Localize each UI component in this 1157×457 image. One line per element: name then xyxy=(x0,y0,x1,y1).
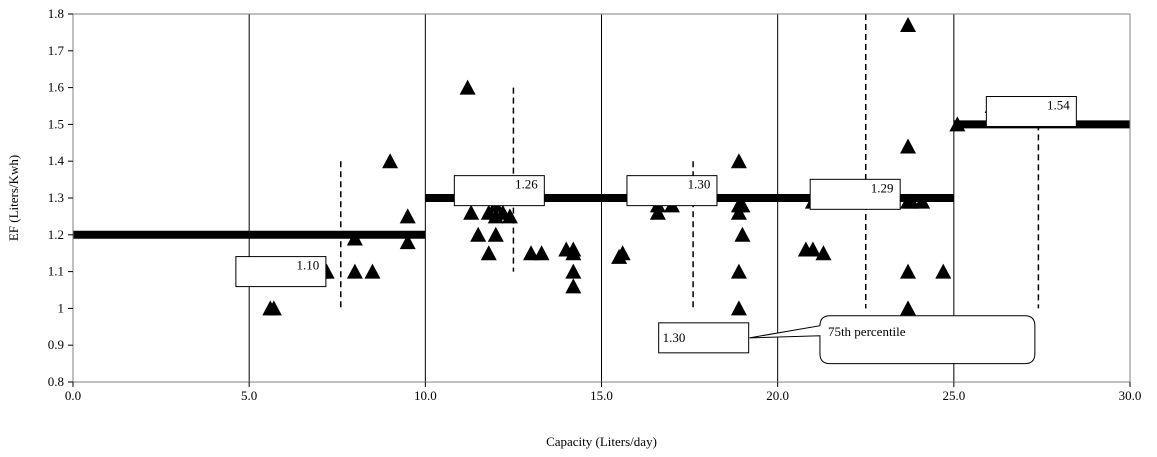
segment-dividers xyxy=(340,14,1040,309)
data-point xyxy=(565,263,582,279)
x-tick-label: 0.0 xyxy=(65,388,81,403)
data-point xyxy=(900,263,917,279)
data-point xyxy=(734,226,751,242)
y-axis-ticks: 0.8 0.9 1 1.1 1.2 1.3 1.4 1.5 1.6 1.7 1.8 xyxy=(48,6,73,389)
y-tick-label: 1.4 xyxy=(48,153,65,168)
data-point xyxy=(730,263,747,279)
annotation-label: 1.30 xyxy=(663,330,686,345)
y-tick-label: 1.5 xyxy=(48,116,64,131)
annotation-box xyxy=(809,178,901,210)
data-point xyxy=(565,245,582,261)
data-point xyxy=(346,230,363,246)
x-tick-label: 30.0 xyxy=(1119,388,1142,403)
data-point xyxy=(565,278,582,294)
data-point xyxy=(459,79,476,95)
annotation-label: 1.30 xyxy=(688,177,711,192)
data-point xyxy=(900,17,917,33)
y-tick-label: 1.1 xyxy=(48,264,64,279)
annotation-box xyxy=(626,175,718,207)
annotation-label: 1.29 xyxy=(871,180,894,195)
annotation-box xyxy=(658,322,750,354)
data-point xyxy=(364,263,381,279)
annotation-label: 1.26 xyxy=(515,177,538,192)
y-tick-label: 1.7 xyxy=(48,43,65,58)
annotation-label: 1.10 xyxy=(297,258,320,273)
data-point xyxy=(900,300,917,316)
value-annotations: 1.10 1.26 1.30 1.29 1.54 1.30 xyxy=(235,96,1077,354)
data-point xyxy=(480,245,497,261)
y-tick-label: 0.8 xyxy=(48,374,64,389)
data-point xyxy=(487,226,504,242)
y-tick-label: 1.6 xyxy=(48,80,65,95)
x-tick-label: 10.0 xyxy=(414,388,437,403)
data-point xyxy=(533,245,550,261)
data-point xyxy=(730,300,747,316)
data-point xyxy=(463,204,480,220)
annotation-label: 1.54 xyxy=(1047,98,1070,113)
data-point xyxy=(265,300,282,316)
data-point xyxy=(903,193,920,209)
callout-label: 75th percentile xyxy=(828,324,906,339)
callout-bubble xyxy=(749,315,1036,365)
data-points xyxy=(262,17,1001,316)
data-point xyxy=(399,208,416,224)
y-axis-title: EF (Liters/Kwh) xyxy=(6,155,21,241)
data-point xyxy=(501,208,518,224)
annotation-box xyxy=(985,96,1077,128)
y-tick-label: 1.8 xyxy=(48,6,64,21)
y-tick-label: 0.9 xyxy=(48,337,64,352)
percentile-callout: 75th percentile xyxy=(749,315,1036,365)
data-point xyxy=(804,241,821,257)
y-tick-label: 1.2 xyxy=(48,227,64,242)
data-point xyxy=(399,234,416,250)
data-point xyxy=(734,197,751,213)
data-point xyxy=(346,263,363,279)
data-point xyxy=(470,226,487,242)
x-tick-label: 15.0 xyxy=(590,388,613,403)
annotation-box xyxy=(235,256,327,288)
data-point xyxy=(914,193,931,209)
data-point xyxy=(935,263,952,279)
x-tick-label: 5.0 xyxy=(241,388,257,403)
data-point xyxy=(730,153,747,169)
y-tick-label: 1 xyxy=(58,300,65,315)
x-axis-ticks: 0.0 5.0 10.0 15.0 20.0 25.0 30.0 xyxy=(65,382,1142,403)
x-tick-label: 25.0 xyxy=(942,388,965,403)
data-point xyxy=(900,138,917,154)
y-tick-label: 1.3 xyxy=(48,190,64,205)
data-point xyxy=(614,245,631,261)
x-axis-title: Capacity (Liters/day) xyxy=(546,434,657,449)
data-point xyxy=(949,116,966,132)
x-tick-label: 20.0 xyxy=(766,388,789,403)
data-point xyxy=(523,245,540,261)
data-point xyxy=(815,245,832,261)
annotation-box xyxy=(453,175,545,207)
data-point xyxy=(382,153,399,169)
